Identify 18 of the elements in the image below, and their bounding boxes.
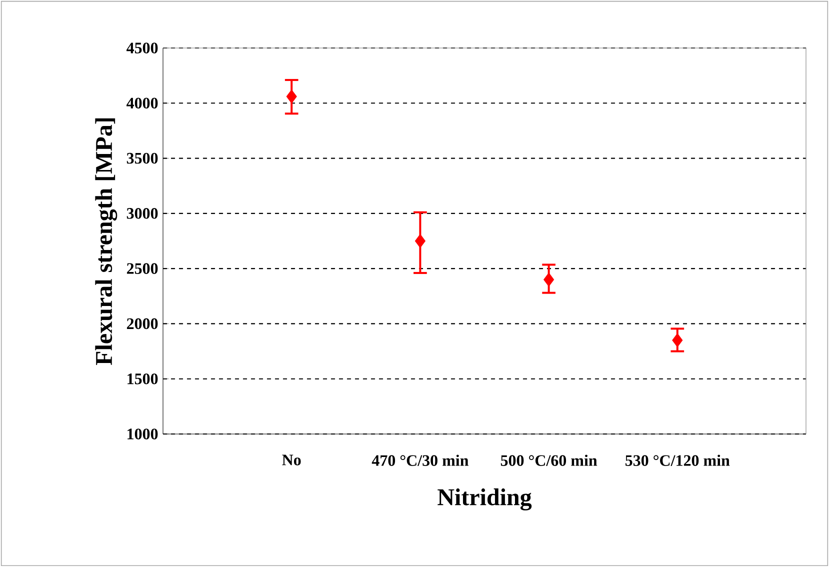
point: [544, 272, 554, 287]
y-tick-label: 4000: [126, 98, 158, 109]
point: [672, 333, 683, 348]
y-tick-label: 3500: [126, 152, 158, 164]
x-tick-label: No: [282, 454, 301, 466]
x-tick-label: 470 °C/30 min: [372, 454, 468, 466]
x-tick-label: 530 °C/120 min: [626, 454, 730, 466]
x-axis-title: Nitriding: [438, 488, 532, 510]
y-tick-label: 2000: [126, 318, 158, 330]
x-tick-label: 500 °C/60 min: [500, 454, 598, 466]
y-axis-title: Flexural strength [MPa]: [95, 118, 118, 365]
y-tick-label: 3000: [126, 208, 158, 219]
point: [286, 90, 297, 104]
point: [414, 234, 426, 248]
y-tick-label: 4500: [126, 42, 158, 54]
y-tick-label: 1500: [128, 373, 158, 384]
y-tick-label: 1000: [128, 428, 158, 440]
y-tick-label: 2500: [126, 263, 158, 274]
